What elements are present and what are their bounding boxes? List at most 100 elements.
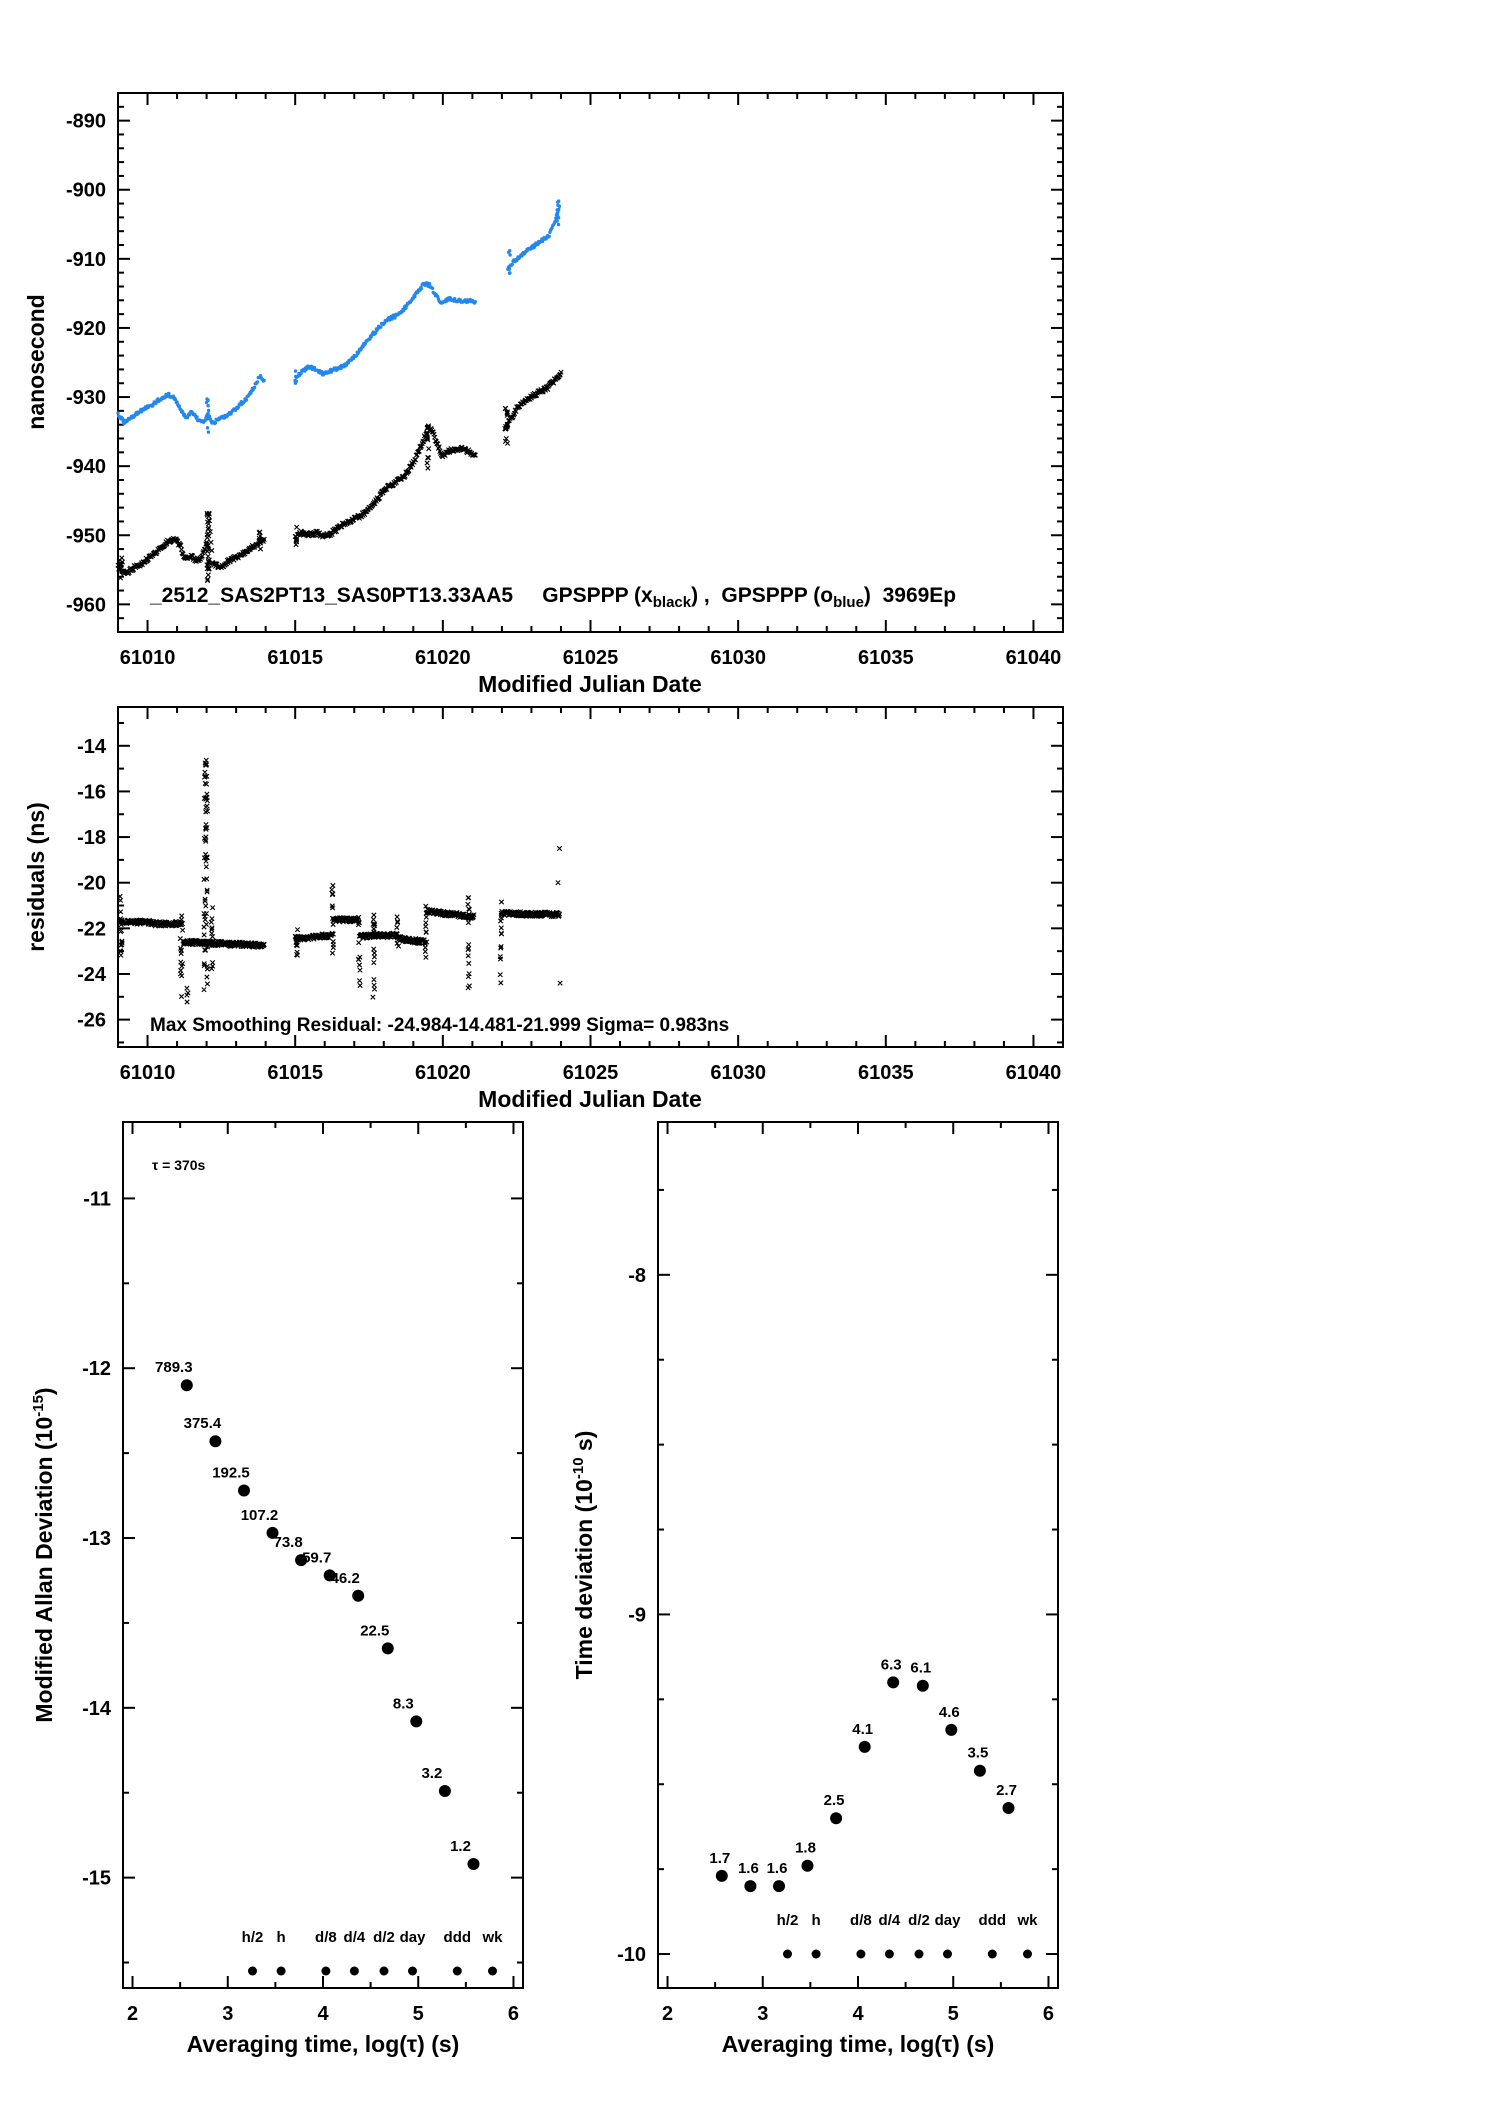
svg-text:d/2: d/2: [908, 1912, 930, 1929]
svg-text:3: 3: [757, 2003, 768, 2025]
svg-text:61025: 61025: [563, 647, 619, 669]
tdev-ylabel: Time deviation (10-10 s): [570, 1431, 597, 1680]
svg-text:-18: -18: [77, 827, 106, 849]
tdev-plot-area: 2 3 4 5 6 -10 -9 -8 1.7 1.6 1.6 1.8 2.5 4.1 6.3 6.1 4.6 3…: [617, 1121, 1059, 2025]
svg-text:d/8: d/8: [850, 1912, 872, 1929]
svg-text:-20: -20: [77, 873, 106, 895]
svg-text:61040: 61040: [1006, 647, 1062, 669]
svg-text:61010: 61010: [120, 1062, 176, 1084]
svg-text:73.8: 73.8: [273, 1534, 302, 1551]
svg-text:2: 2: [127, 2003, 138, 2025]
svg-text:-22: -22: [77, 918, 106, 940]
svg-text:-10: -10: [617, 1944, 646, 1966]
svg-text:4.6: 4.6: [939, 1704, 960, 1721]
svg-text:-16: -16: [77, 781, 106, 803]
svg-text:107.2: 107.2: [241, 1507, 279, 1524]
svg-text:1.7: 1.7: [709, 1850, 730, 1867]
svg-text:3: 3: [222, 2003, 233, 2025]
svg-text:-26: -26: [77, 1010, 106, 1032]
svg-text:ddd: ddd: [979, 1912, 1007, 1929]
mdev-xlabel: Averaging time, log(τ) (s): [187, 2031, 460, 2057]
svg-text:4: 4: [317, 2003, 329, 2025]
mdev-plot-area: 2 3 4 5 6 -15 -14 -13 -12 -11 789.3 375.4 192.5 107.2…: [82, 1121, 524, 2025]
svg-text:1.8: 1.8: [795, 1840, 816, 1857]
svg-text:d/4: d/4: [344, 1929, 366, 1946]
svg-text:61040: 61040: [1006, 1062, 1062, 1084]
svg-text:-14: -14: [77, 736, 107, 758]
svg-text:4.1: 4.1: [852, 1721, 873, 1738]
svg-text:-13: -13: [82, 1528, 111, 1550]
svg-text:-900: -900: [66, 180, 106, 202]
phase-panel: 61010 61015 61020 61025 61030 61035 61040 -960 -…: [23, 92, 1064, 697]
svg-text:5: 5: [948, 2003, 959, 2025]
mdev-panel: 2 3 4 5 6 -15 -14 -13 -12 -11 789.3 375.4 192.5 107.2…: [30, 1121, 524, 2057]
svg-text:3.2: 3.2: [421, 1765, 442, 1782]
svg-text:8.3: 8.3: [393, 1695, 414, 1712]
svg-text:1.6: 1.6: [767, 1860, 788, 1877]
svg-text:-950: -950: [66, 525, 106, 547]
svg-text:-910: -910: [66, 249, 106, 271]
svg-text:-9: -9: [628, 1604, 646, 1626]
svg-text:6: 6: [1043, 2003, 1054, 2025]
svg-text:4: 4: [852, 2003, 864, 2025]
svg-text:wk: wk: [481, 1929, 503, 1946]
tdev-panel: 2 3 4 5 6 -10 -9 -8 1.7 1.6 1.6 1.8 2.5 4.1 6.3 6.1 4.6 3…: [570, 1121, 1059, 2057]
svg-text:61010: 61010: [120, 647, 176, 669]
phase-xlabel: Modified Julian Date: [478, 671, 702, 697]
svg-text:61015: 61015: [267, 1062, 323, 1084]
svg-text:61035: 61035: [858, 1062, 914, 1084]
svg-text:day: day: [400, 1929, 427, 1946]
svg-text:wk: wk: [1016, 1912, 1038, 1929]
svg-text:-11: -11: [83, 1188, 111, 1210]
svg-text:2.7: 2.7: [996, 1782, 1017, 1799]
svg-text:61020: 61020: [415, 647, 471, 669]
phase-ylabel: nanosecond: [23, 294, 49, 429]
svg-text:789.3: 789.3: [155, 1359, 193, 1376]
svg-text:d/2: d/2: [373, 1929, 395, 1946]
svg-text:-890: -890: [66, 111, 106, 133]
tdev-xlabel: Averaging time, log(τ) (s): [722, 2031, 995, 2057]
svg-text:46.2: 46.2: [331, 1570, 360, 1587]
svg-text:-920: -920: [66, 318, 106, 340]
svg-text:61015: 61015: [267, 647, 323, 669]
svg-text:2: 2: [662, 2003, 673, 2025]
phase-title: _2512_SAS2PT13_SAS0PT13.33AA5 GPSPPP (xb…: [149, 584, 956, 611]
svg-text:2.5: 2.5: [824, 1792, 845, 1809]
svg-text:3.5: 3.5: [967, 1745, 988, 1762]
svg-text:d/8: d/8: [315, 1929, 337, 1946]
svg-text:22.5: 22.5: [360, 1622, 389, 1639]
residuals-annotation: Max Smoothing Residual: -24.984-14.481-2…: [150, 1015, 729, 1036]
svg-text:-14: -14: [82, 1698, 112, 1720]
residuals-panel: 61010 61015 61020 61025 61030 61035 61040 -26 -2…: [23, 706, 1064, 1112]
svg-text:1.2: 1.2: [450, 1838, 471, 1855]
residuals-plot-area: 61010 61015 61020 61025 61030 61035 61040 -26 -2…: [77, 706, 1064, 1084]
svg-text:-24: -24: [77, 964, 107, 986]
svg-text:1.6: 1.6: [738, 1860, 759, 1877]
svg-text:61030: 61030: [710, 1062, 766, 1084]
svg-text:-12: -12: [82, 1358, 111, 1380]
svg-text:6: 6: [508, 2003, 519, 2025]
svg-text:-930: -930: [66, 387, 106, 409]
svg-text:5: 5: [413, 2003, 424, 2025]
residuals-xlabel: Modified Julian Date: [478, 1086, 702, 1112]
svg-text:192.5: 192.5: [212, 1465, 250, 1482]
svg-text:-940: -940: [66, 456, 106, 478]
svg-text:-960: -960: [66, 594, 106, 616]
svg-text:day: day: [935, 1912, 962, 1929]
svg-text:6.3: 6.3: [881, 1656, 902, 1673]
mdev-annotation: τ = 370s: [152, 1157, 206, 1173]
svg-text:6.1: 6.1: [910, 1660, 931, 1677]
svg-text:ddd: ddd: [444, 1929, 472, 1946]
svg-text:-15: -15: [82, 1868, 111, 1890]
svg-text:h: h: [812, 1912, 821, 1929]
residuals-ylabel: residuals (ns): [23, 802, 49, 952]
svg-text:375.4: 375.4: [184, 1415, 222, 1432]
svg-text:59.7: 59.7: [302, 1549, 331, 1566]
mdev-ylabel: Modified Allan Deviation (10-15): [30, 1387, 57, 1722]
svg-text:61020: 61020: [415, 1062, 471, 1084]
svg-text:61025: 61025: [563, 1062, 619, 1084]
svg-text:h/2: h/2: [242, 1929, 264, 1946]
svg-text:61030: 61030: [710, 647, 766, 669]
